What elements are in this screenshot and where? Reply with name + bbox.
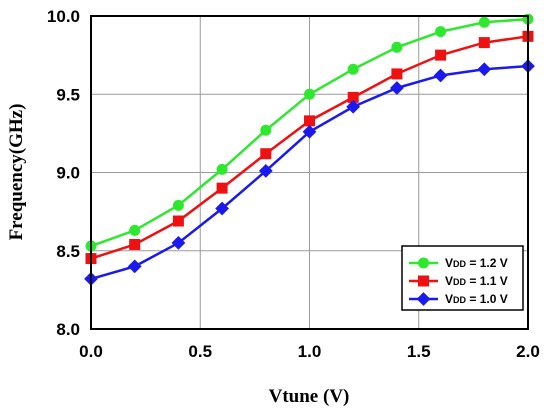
data-point	[172, 199, 184, 211]
data-point	[302, 124, 317, 139]
data-point	[391, 68, 403, 80]
series-2	[84, 59, 535, 286]
data-point	[478, 16, 490, 28]
data-point	[171, 236, 186, 250]
data-point	[478, 37, 490, 49]
data-point	[435, 49, 447, 61]
data-point	[129, 238, 141, 250]
series-layer	[84, 13, 535, 286]
data-point	[347, 63, 359, 75]
legend-label: VDD = 1.2 V	[445, 256, 508, 270]
legend-marker	[418, 257, 429, 269]
x-tick-label: 2.0	[516, 342, 540, 361]
legend-label-subscript: DD	[453, 277, 466, 287]
legend-label-value: = 1.2 V	[466, 256, 508, 270]
data-point	[477, 62, 492, 77]
data-point	[260, 124, 272, 136]
legend-marker	[418, 275, 429, 287]
x-tick-label: 0.0	[79, 342, 103, 361]
data-point	[216, 182, 228, 194]
legend-marker	[416, 292, 431, 306]
plot-frame	[90, 15, 529, 330]
y-tick-label: 8.5	[56, 242, 80, 261]
x-tick-label: 0.5	[188, 342, 212, 361]
data-point	[346, 99, 361, 114]
data-point	[347, 91, 359, 103]
x-tick-label: 1.5	[407, 342, 431, 361]
legend-label-v: V	[445, 256, 453, 270]
legend-label: VDD = 1.0 V	[445, 292, 508, 306]
legend-label-v: V	[445, 274, 453, 288]
legend-label: VDD = 1.1 V	[445, 274, 508, 288]
data-point	[260, 148, 272, 160]
data-point	[304, 115, 315, 127]
data-point	[435, 26, 447, 38]
data-point	[391, 41, 403, 53]
data-point	[216, 163, 228, 175]
legend-label-subscript: DD	[453, 259, 466, 269]
series-0	[85, 13, 534, 252]
data-point	[172, 215, 184, 227]
legend-label-value: = 1.0 V	[466, 292, 508, 306]
legend-label-value: = 1.1 V	[466, 274, 508, 288]
legend-label-subscript: DD	[453, 295, 466, 305]
x-tick-label: 1.0	[298, 342, 322, 361]
data-point	[129, 224, 141, 236]
tick-labels: 0.0 0.5 1.0 1.5 2.0 8.0 8.5 9.0 9.5 10.0	[47, 7, 540, 361]
y-tick-label: 10.0	[47, 7, 80, 26]
data-point	[215, 201, 229, 216]
data-point	[433, 68, 448, 83]
y-tick-label: 9.5	[56, 85, 80, 104]
data-point	[258, 164, 273, 178]
legend-label-v: V	[445, 292, 453, 306]
data-point	[390, 81, 404, 95]
data-point	[127, 259, 142, 274]
y-tick-label: 9.0	[56, 164, 80, 183]
x-axis-title: Vtune (V)	[269, 386, 350, 407]
y-tick-label: 8.0	[56, 320, 80, 339]
y-axis-title: Frequency(GHz)	[6, 104, 27, 241]
data-point	[304, 88, 315, 100]
